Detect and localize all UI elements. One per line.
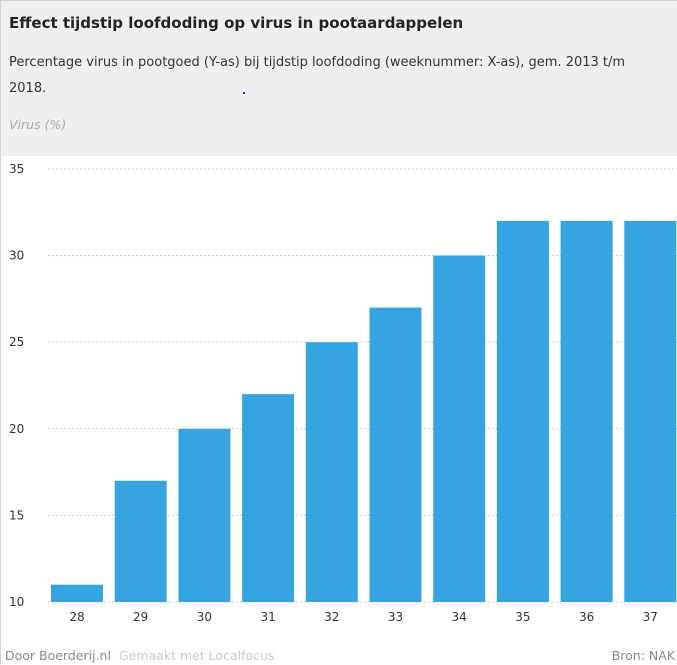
bar	[496, 220, 549, 602]
bar	[624, 220, 677, 602]
x-tick-label: 29	[133, 610, 148, 624]
footer-credit-row: Door Boerderij.nl Gemaakt met Localfocus	[5, 648, 274, 663]
x-tick-label: 32	[324, 610, 339, 624]
bar	[560, 220, 613, 602]
x-tick-label: 28	[69, 610, 84, 624]
footer-credit[interactable]: Door Boerderij.nl	[5, 648, 111, 663]
x-tick-label: 37	[643, 610, 658, 624]
bar	[114, 480, 167, 602]
y-axis-label: Virus (%)	[9, 117, 67, 132]
y-tick-label: 20	[9, 422, 24, 436]
stray-dot	[243, 92, 245, 94]
bar-chart: 10 15 20 25 30 35 28 29 30 31 32 33 34 35 36 37	[9, 162, 677, 624]
x-tick-label: 35	[515, 610, 530, 624]
bar	[369, 307, 422, 602]
bar	[242, 394, 295, 602]
y-tick-label: 15	[9, 508, 24, 522]
x-tick-label: 36	[579, 610, 594, 624]
y-tick-label: 10	[9, 595, 24, 609]
x-tick-label: 31	[260, 610, 275, 624]
y-tick-label: 30	[9, 249, 24, 263]
chart-title: Effect tijdstip loofdoding op virus in p…	[9, 14, 464, 32]
y-tick-label: 25	[9, 335, 24, 349]
bar	[305, 342, 358, 602]
x-tick-label: 33	[388, 610, 403, 624]
bar	[51, 584, 103, 602]
bar	[433, 255, 486, 602]
chart-subtitle: Percentage virus in pootgoed (Y-as) bij …	[9, 55, 626, 96]
y-tick-label: 35	[9, 162, 24, 176]
x-tick-label: 34	[452, 610, 467, 624]
bar	[178, 428, 231, 602]
footer-made-with[interactable]: Gemaakt met Localfocus	[118, 648, 275, 663]
plot-area: 10 15 20 25 30 35 28 29 30 31 32 33 34 35 36 37	[1, 156, 677, 665]
footer-source: Bron: NAK	[611, 648, 675, 663]
x-tick-label: 30	[197, 610, 212, 624]
